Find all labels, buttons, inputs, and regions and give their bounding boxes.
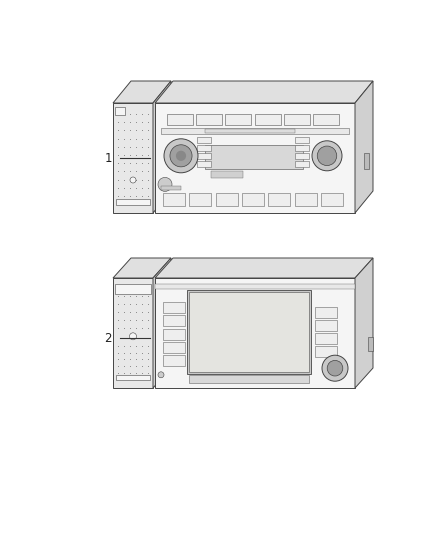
Bar xyxy=(155,284,355,289)
Circle shape xyxy=(158,372,164,378)
Bar xyxy=(113,278,153,388)
Polygon shape xyxy=(155,81,373,103)
Bar xyxy=(197,161,211,167)
Bar xyxy=(205,130,295,133)
Bar xyxy=(155,103,355,213)
Bar xyxy=(226,114,251,125)
Circle shape xyxy=(158,177,172,191)
Bar xyxy=(163,316,185,326)
Bar xyxy=(163,342,185,353)
Bar xyxy=(242,193,264,206)
Bar xyxy=(187,290,311,374)
Bar xyxy=(163,329,185,340)
Circle shape xyxy=(176,151,186,161)
Bar xyxy=(116,375,150,380)
Circle shape xyxy=(327,360,343,376)
Polygon shape xyxy=(153,81,171,213)
Bar xyxy=(115,284,151,294)
Bar xyxy=(189,292,309,372)
Bar xyxy=(315,306,337,318)
Bar xyxy=(268,193,290,206)
Circle shape xyxy=(322,355,348,381)
Bar xyxy=(161,185,181,190)
Bar xyxy=(189,375,309,383)
Bar xyxy=(315,320,337,331)
Polygon shape xyxy=(113,258,171,278)
Bar xyxy=(115,107,125,115)
Bar xyxy=(215,193,238,206)
Circle shape xyxy=(130,333,137,340)
Bar xyxy=(163,355,185,366)
Bar xyxy=(167,114,193,125)
Text: 2: 2 xyxy=(104,332,112,344)
Polygon shape xyxy=(155,258,373,278)
Bar xyxy=(197,153,211,159)
Bar xyxy=(295,161,309,167)
Bar xyxy=(197,136,211,143)
Bar xyxy=(113,103,153,213)
Bar xyxy=(315,333,337,344)
Bar xyxy=(284,114,310,125)
Bar xyxy=(295,153,309,159)
Bar xyxy=(189,193,211,206)
Bar xyxy=(197,145,211,151)
Circle shape xyxy=(312,141,342,171)
Bar xyxy=(313,114,339,125)
Bar xyxy=(161,128,349,134)
Bar xyxy=(364,152,369,169)
Circle shape xyxy=(170,145,192,167)
Bar xyxy=(116,199,150,205)
Bar xyxy=(295,145,309,151)
Bar xyxy=(295,136,309,143)
Bar xyxy=(211,171,243,178)
Circle shape xyxy=(164,139,198,173)
Bar xyxy=(254,114,281,125)
Bar xyxy=(367,337,373,351)
Bar xyxy=(196,114,222,125)
Polygon shape xyxy=(355,81,373,213)
Polygon shape xyxy=(153,258,171,388)
Text: 1: 1 xyxy=(104,151,112,165)
Bar xyxy=(205,145,303,169)
Polygon shape xyxy=(355,258,373,388)
Circle shape xyxy=(130,177,136,183)
Bar xyxy=(295,193,317,206)
Bar xyxy=(163,193,185,206)
Bar xyxy=(163,302,185,313)
Bar xyxy=(321,193,343,206)
Bar xyxy=(155,278,355,388)
Circle shape xyxy=(317,146,337,166)
Polygon shape xyxy=(113,81,171,103)
Bar xyxy=(315,346,337,357)
